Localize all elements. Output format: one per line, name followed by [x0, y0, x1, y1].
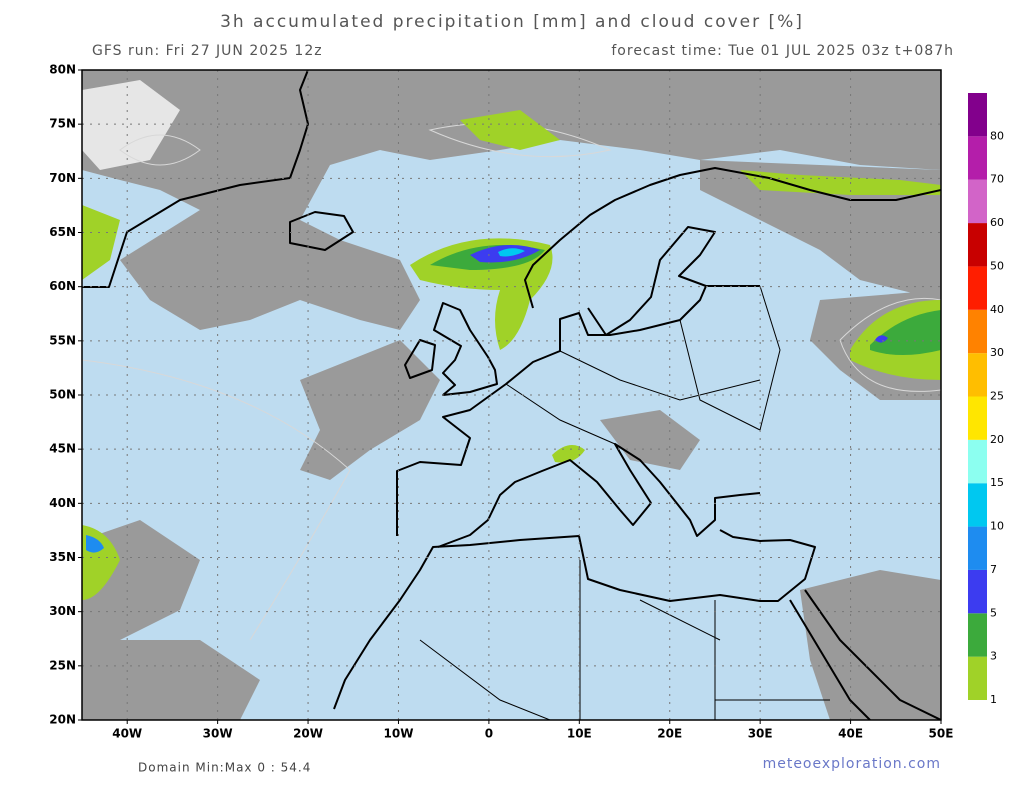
colorbar-label: 60: [990, 216, 1004, 229]
cloud-arctic: [82, 70, 941, 230]
colorbar-segment: [968, 309, 987, 354]
isobar: [119, 134, 201, 166]
isobar: [839, 297, 941, 392]
colorbar-label: 70: [990, 173, 1004, 186]
colorbar-label: 80: [990, 129, 1004, 142]
colorbar-label: 5: [990, 606, 997, 619]
lon-label: 50E: [929, 727, 954, 741]
precip-alps: [552, 445, 585, 463]
precip-barents: [740, 170, 941, 195]
lat-label: 20N: [49, 713, 76, 727]
colorbar-label: 25: [990, 390, 1004, 403]
colorbar-segment: [968, 526, 987, 570]
coast-red-sea: [789, 589, 941, 720]
lat-label: 35N: [49, 550, 76, 564]
map-title: 3h accumulated precipitation [mm] and cl…: [220, 12, 804, 32]
colorbar-segment: [968, 656, 987, 700]
isobar: [82, 359, 351, 641]
colorbar-label: 15: [990, 476, 1004, 489]
lon-label: 20W: [293, 727, 323, 741]
forecast-info: forecast time: Tue 01 JUL 2025 03z t+087…: [611, 43, 954, 59]
cloud-sahara-west: [82, 640, 260, 720]
colorbar-segment: [968, 396, 987, 440]
colorbar-label: 3: [990, 650, 997, 663]
map-area: [82, 70, 941, 720]
colorbar-label: 1: [990, 693, 997, 706]
colorbar-label: 10: [990, 520, 1004, 533]
colorbar-segment: [968, 613, 987, 657]
colorbar-label: 7: [990, 563, 997, 576]
precip-greenland: [82, 205, 120, 280]
colorbar-label: 40: [990, 303, 1004, 316]
coast-britain: [433, 302, 498, 396]
coast-ireland: [404, 339, 436, 379]
country-borders: [419, 285, 830, 720]
colorbar: 1 3 5 7 10 15 20 25 30 40 50 60 70 80: [968, 93, 1004, 706]
lon-label: 40W: [112, 727, 142, 741]
cloud-north-atlantic: [120, 210, 420, 330]
precip-norway-sea: [498, 248, 525, 257]
precip-russia: [875, 335, 888, 343]
colorbar-segment: [968, 266, 987, 310]
lon-label: 30W: [203, 727, 233, 741]
colorbar-segment: [968, 179, 987, 224]
lat-label: 65N: [49, 225, 76, 239]
colorbar-label: 20: [990, 433, 1004, 446]
colorbar-segment: [968, 569, 987, 614]
lat-label: 75N: [49, 117, 76, 131]
credit: meteoexploration.com: [763, 756, 941, 772]
lon-label: 30E: [748, 727, 773, 741]
colorbar-segment: [968, 93, 987, 137]
lat-label: 80N: [49, 63, 76, 77]
cloud-light: [82, 80, 180, 170]
colorbar-segment: [968, 483, 987, 527]
coast-iceland: [289, 211, 354, 251]
lat-label: 50N: [49, 388, 76, 402]
colorbar-segment: [968, 439, 987, 484]
lat-label: 40N: [49, 496, 76, 510]
domain-minmax: Domain Min:Max 0 : 54.4: [138, 761, 311, 775]
lat-label: 30N: [49, 604, 76, 618]
precip-russia: [870, 310, 941, 355]
precip-arctic: [460, 110, 560, 150]
coast-scandinavia: [524, 167, 941, 336]
lon-label: 40E: [838, 727, 863, 741]
colorbar-segment: [968, 136, 987, 180]
colorbar-segment: [968, 223, 987, 267]
coast-greenland: [82, 70, 309, 288]
lon-label: 20E: [657, 727, 682, 741]
colorbar-label: 30: [990, 346, 1004, 359]
lat-label: 60N: [49, 279, 76, 293]
colorbar-segment: [968, 353, 987, 397]
run-info: GFS run: Fri 27 JUN 2025 12z: [92, 43, 323, 59]
cloud-middle-east: [800, 570, 941, 720]
colorbar-label: 50: [990, 259, 1004, 272]
lat-label: 45N: [49, 442, 76, 456]
lon-label: 10W: [384, 727, 414, 741]
coast-africa: [333, 529, 816, 710]
lon-label: 10E: [567, 727, 592, 741]
lat-label: 25N: [49, 658, 76, 672]
lon-label: 0: [485, 727, 493, 741]
cloud-balkans: [600, 410, 700, 470]
lat-label: 70N: [49, 171, 76, 185]
lat-label: 55N: [49, 333, 76, 347]
cloud-atlantic-band: [300, 340, 440, 480]
precip-southwest: [86, 535, 104, 553]
